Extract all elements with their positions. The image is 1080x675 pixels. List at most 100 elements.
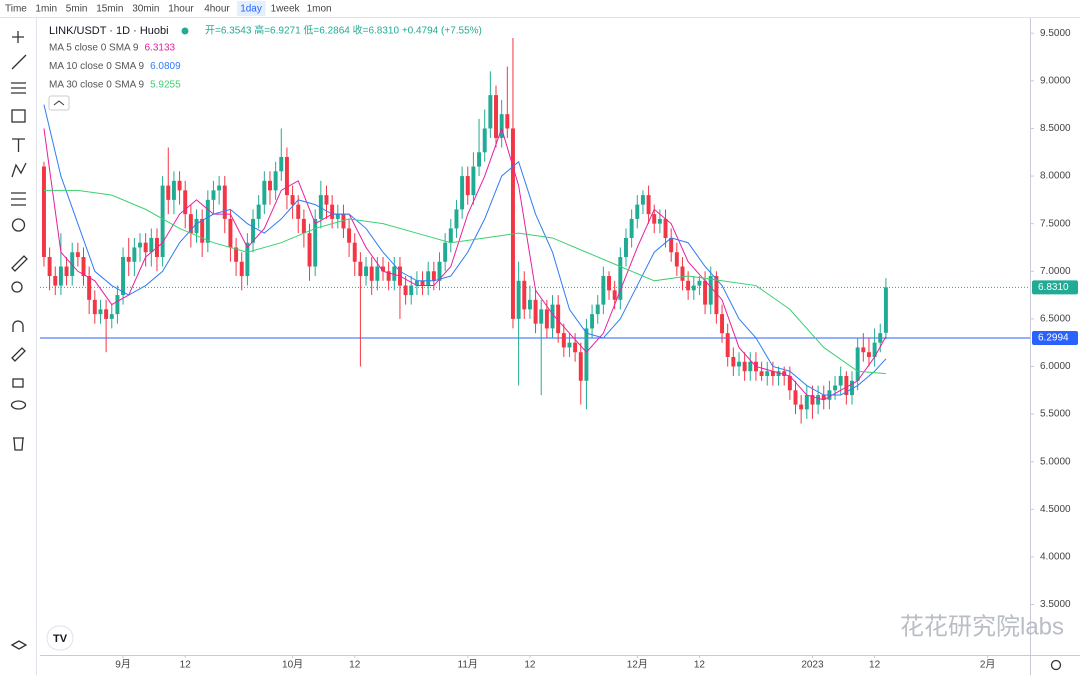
interval-selected bbox=[237, 1, 266, 16]
x-tick-label: 12 bbox=[180, 660, 192, 671]
candle-body bbox=[217, 185, 222, 191]
candle-body bbox=[318, 195, 323, 219]
candle-body bbox=[838, 376, 843, 386]
candle-body bbox=[375, 266, 380, 281]
candle-body bbox=[584, 328, 589, 381]
candle-body bbox=[510, 128, 515, 319]
candle-body bbox=[420, 280, 425, 286]
y-tick-label: 3.5000 bbox=[1040, 599, 1071, 610]
collapse-legend[interactable] bbox=[48, 95, 70, 111]
x-tick-label: 9月 bbox=[115, 659, 131, 671]
interval-button[interactable]: 1mon bbox=[307, 4, 332, 15]
candle-body bbox=[697, 280, 702, 286]
candle-body bbox=[646, 195, 651, 215]
hide-tool[interactable] bbox=[10, 400, 27, 410]
candle-body bbox=[883, 287, 888, 333]
candle-body bbox=[657, 218, 662, 224]
candle-body bbox=[324, 195, 329, 205]
delete-tool[interactable] bbox=[13, 437, 24, 451]
draw-mode-tool[interactable] bbox=[11, 347, 26, 362]
candle-body bbox=[262, 180, 267, 205]
candle-body bbox=[47, 256, 52, 277]
candle-body bbox=[98, 309, 103, 315]
candle-body bbox=[352, 242, 357, 262]
y-tick-label: 5.0000 bbox=[1040, 456, 1071, 467]
candle-body bbox=[821, 395, 826, 400]
candle-body bbox=[251, 218, 256, 243]
candle-body bbox=[595, 304, 600, 315]
candle-body bbox=[669, 237, 674, 253]
candle-body bbox=[409, 285, 414, 296]
collapse-arrow bbox=[53, 100, 65, 106]
projection-tool[interactable] bbox=[11, 162, 27, 178]
trendline-tool[interactable] bbox=[11, 54, 27, 70]
measure-group-tool[interactable] bbox=[11, 192, 26, 206]
candle-body bbox=[782, 371, 787, 377]
candle-body bbox=[364, 266, 369, 277]
y-tick-label: 7.0000 bbox=[1040, 266, 1071, 277]
emoji-tool[interactable] bbox=[11, 218, 26, 232]
candle-body bbox=[313, 218, 318, 267]
settings-button[interactable] bbox=[1050, 659, 1062, 671]
interval-button[interactable]: 5min bbox=[66, 4, 88, 15]
interval-button[interactable]: 1day bbox=[240, 4, 262, 15]
candle-body bbox=[494, 95, 498, 138]
interval-button[interactable]: 1week bbox=[271, 4, 301, 15]
x-tick-label: 2023 bbox=[801, 660, 824, 671]
candle-body bbox=[341, 214, 346, 229]
candle-body bbox=[115, 295, 120, 315]
candle-body bbox=[87, 276, 92, 300]
y-tick-label: 7.5000 bbox=[1040, 218, 1071, 229]
candle-body bbox=[708, 276, 713, 305]
candle-body bbox=[330, 204, 335, 219]
candle-body bbox=[844, 376, 849, 396]
tv-logo-mark: TV bbox=[53, 633, 68, 645]
price-label: 6.2994 bbox=[1038, 333, 1069, 344]
interval-button[interactable]: 1min bbox=[35, 4, 57, 15]
candle-body bbox=[301, 218, 306, 234]
ruler-tool[interactable] bbox=[11, 255, 28, 272]
candle-body bbox=[392, 266, 397, 281]
candle-body bbox=[629, 218, 634, 238]
pattern-tool[interactable] bbox=[11, 109, 26, 123]
interval-button[interactable]: 1hour bbox=[168, 4, 194, 15]
candle-body bbox=[200, 218, 205, 243]
candle-body bbox=[143, 242, 148, 253]
interval-button[interactable]: 30min bbox=[132, 4, 159, 15]
layers-tool[interactable] bbox=[10, 640, 28, 650]
ohlc-values: 开=6.3543 高=6.9271 低=6.2864 收=6.8310 +0.4… bbox=[205, 24, 482, 37]
candle-body bbox=[109, 314, 114, 319]
x-tick-label: 11月 bbox=[458, 659, 478, 671]
candle-body bbox=[776, 371, 781, 377]
fib-tool[interactable] bbox=[11, 82, 26, 94]
candle-body bbox=[132, 247, 137, 262]
candle-body bbox=[64, 266, 69, 277]
candle-body bbox=[703, 280, 708, 305]
candle-body bbox=[273, 171, 278, 191]
legend-value: 6.0809 bbox=[150, 61, 181, 72]
lock-tool[interactable] bbox=[12, 378, 24, 388]
candle-body bbox=[799, 404, 804, 410]
zoom-tool[interactable] bbox=[11, 281, 23, 293]
y-tick-label: 9.5000 bbox=[1040, 28, 1071, 39]
candle-body bbox=[861, 347, 866, 353]
candle-body bbox=[58, 266, 63, 286]
candle-body bbox=[222, 185, 227, 219]
candle-body bbox=[516, 280, 521, 319]
x-tick-label: 12 bbox=[869, 660, 881, 671]
candle-body bbox=[381, 266, 385, 272]
text-tool[interactable] bbox=[12, 138, 25, 152]
candle-body bbox=[561, 333, 566, 348]
candle-body bbox=[612, 290, 617, 300]
candle-body bbox=[414, 280, 419, 286]
ma-line bbox=[43, 189, 886, 375]
crosshair-tool[interactable] bbox=[12, 31, 24, 43]
interval-button[interactable]: 15min bbox=[96, 4, 123, 15]
x-tick-label: 12 bbox=[694, 660, 706, 671]
magnet-tool[interactable] bbox=[12, 320, 24, 332]
candle-body bbox=[765, 371, 770, 377]
interval-button[interactable]: 4hour bbox=[204, 4, 230, 15]
candle-body bbox=[465, 176, 470, 196]
candle-body bbox=[522, 280, 527, 310]
candle-body bbox=[878, 333, 883, 343]
